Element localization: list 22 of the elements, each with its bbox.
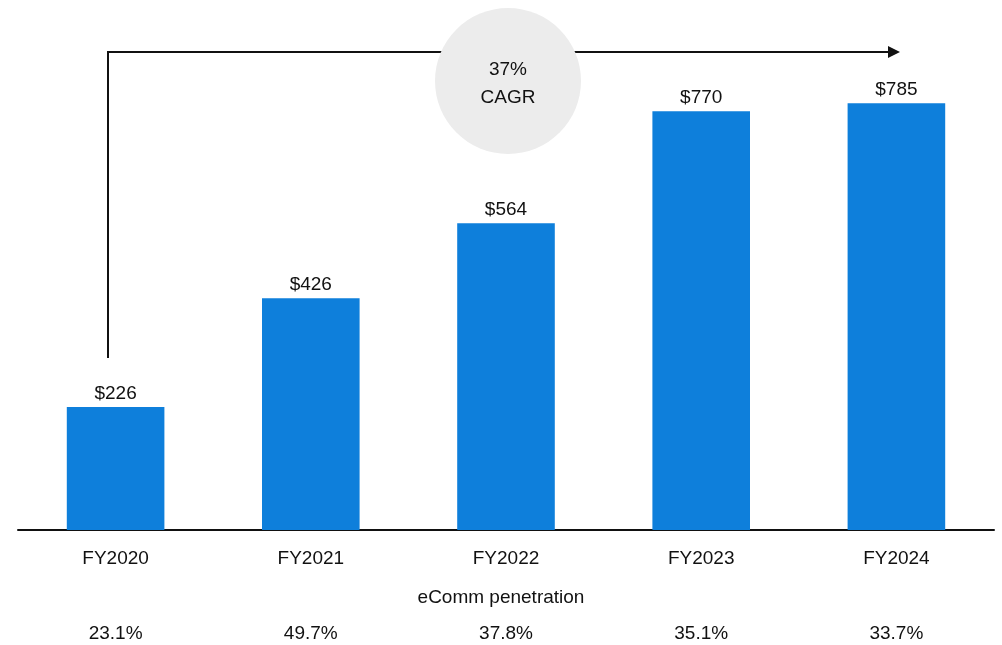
data-label: $426 <box>289 273 332 295</box>
data-label: $785 <box>875 78 918 100</box>
text: 37.8% <box>479 622 533 644</box>
text: 33.7% <box>869 622 924 644</box>
bar <box>66 407 165 530</box>
text: eComm penetration <box>417 586 585 608</box>
bar <box>847 103 946 530</box>
data-label: $564 <box>484 198 528 220</box>
bar <box>262 298 360 530</box>
data-label: $226 <box>94 382 137 404</box>
x-tick-label: FY2021 <box>277 547 345 568</box>
text: 49.7% <box>283 622 338 644</box>
data-label: $770 <box>680 86 723 108</box>
bar <box>652 111 750 530</box>
text: 23.1% <box>88 622 143 644</box>
annotation: 37% CAGR <box>479 57 537 109</box>
bar <box>457 223 555 530</box>
x-tick-label: FY2022 <box>472 547 540 568</box>
text: 35.1% <box>674 622 729 644</box>
x-tick-label: FY2024 <box>863 547 931 568</box>
x-tick-label: FY2023 <box>667 547 735 568</box>
x-tick-label: FY2020 <box>82 547 149 568</box>
